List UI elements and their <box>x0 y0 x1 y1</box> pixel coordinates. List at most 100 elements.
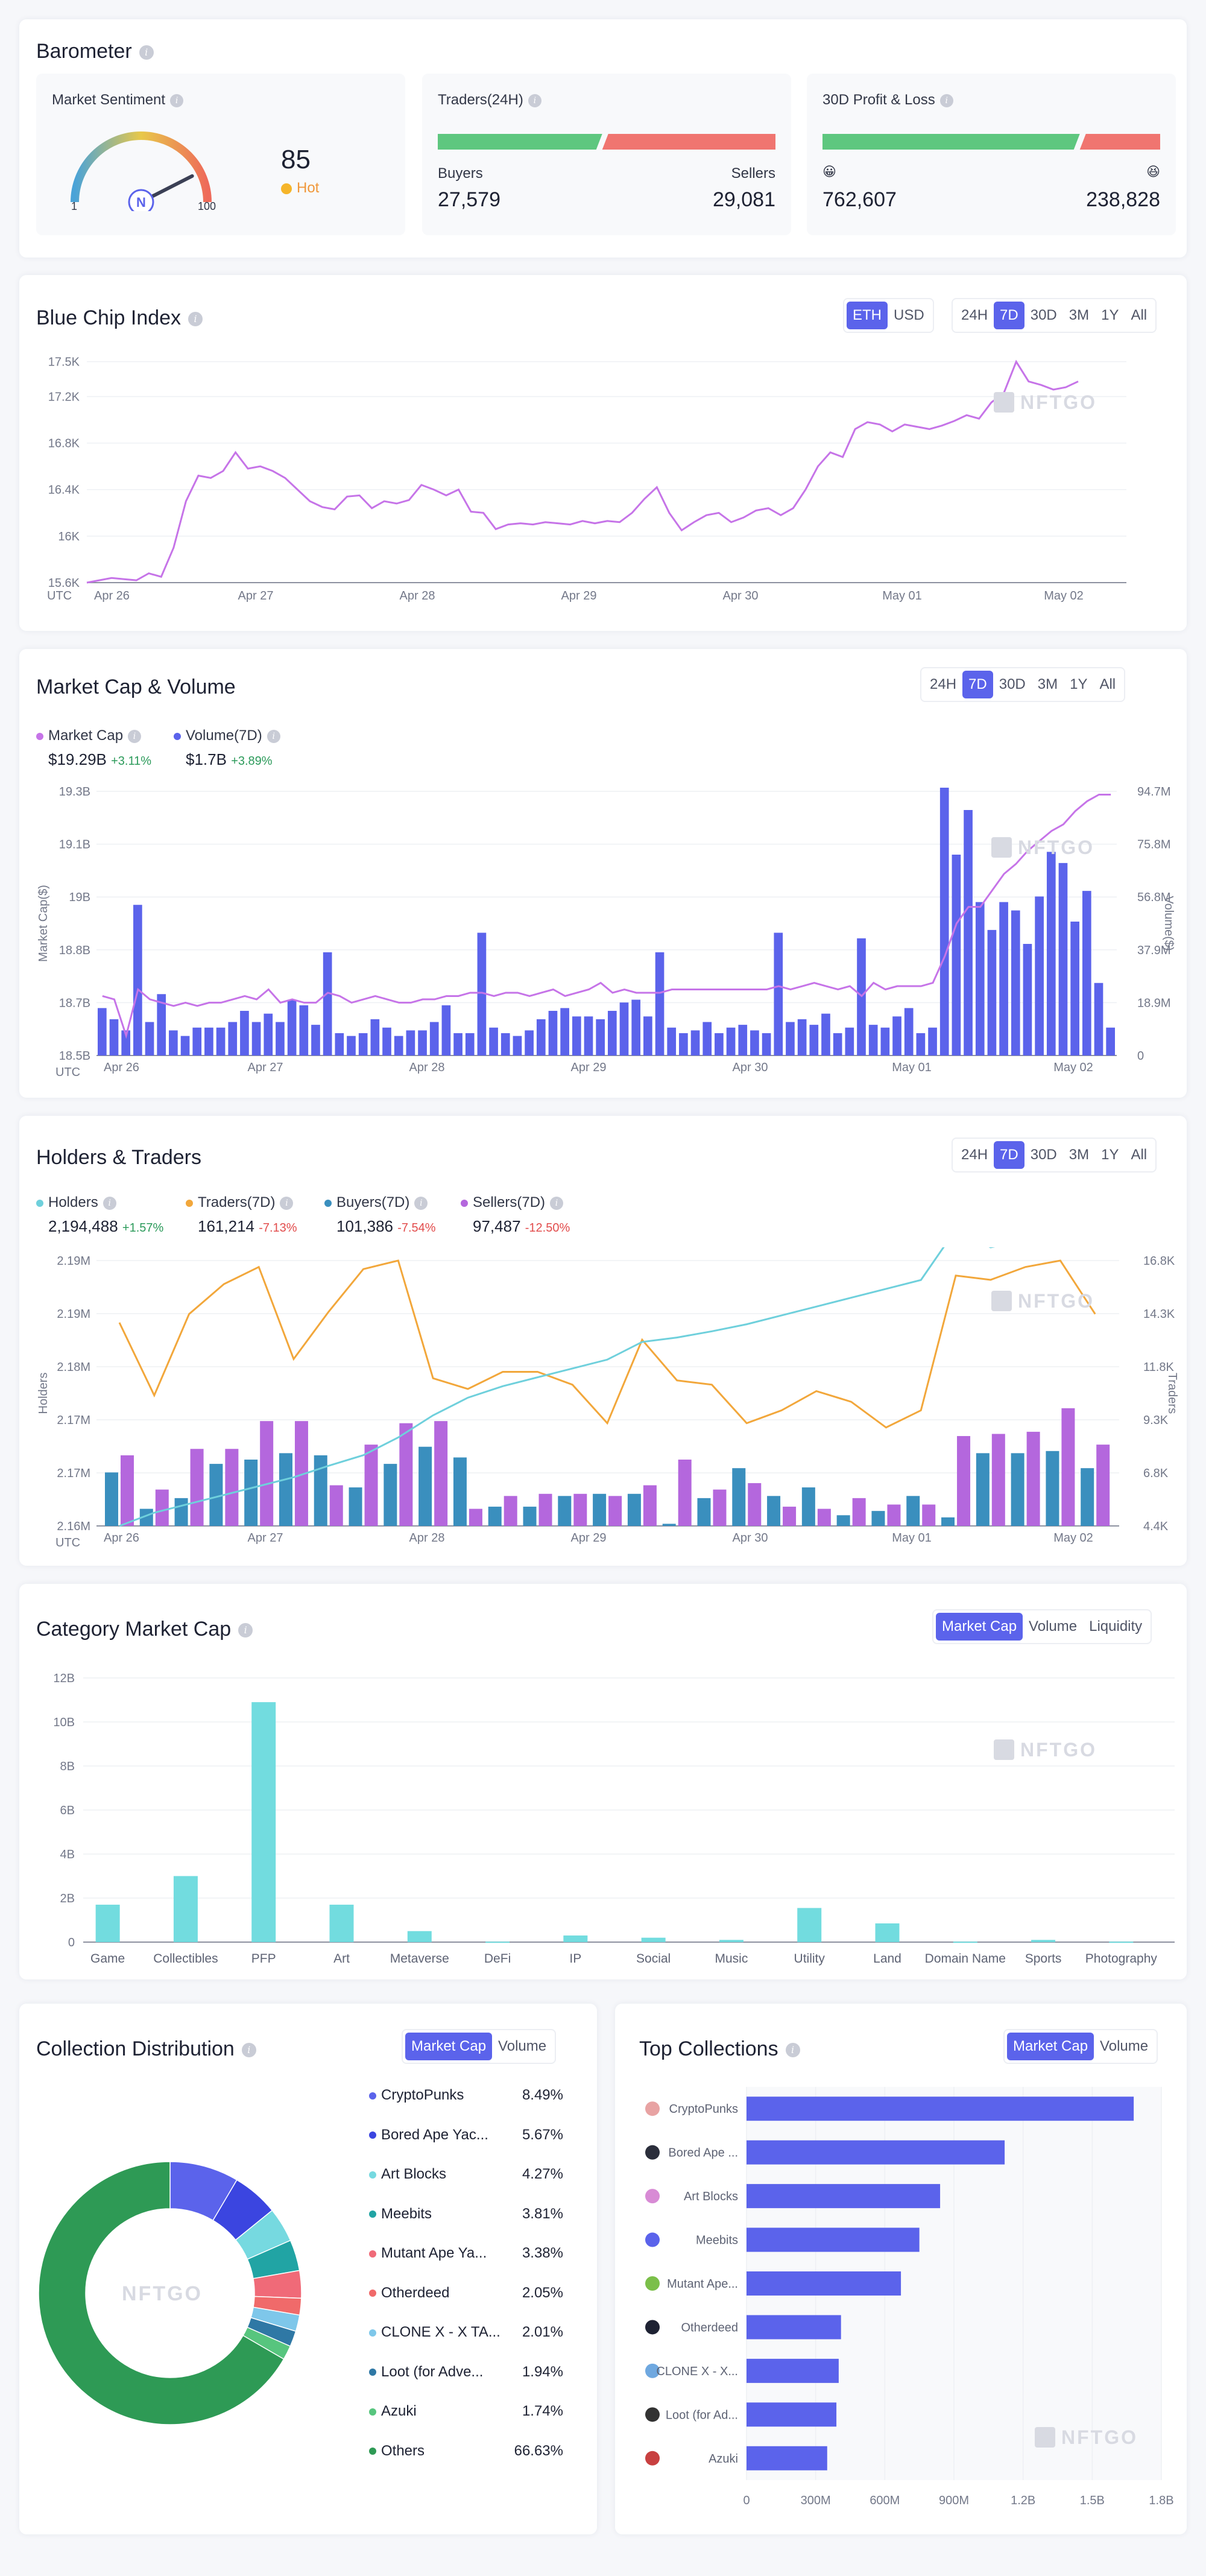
volume-bar <box>797 1019 807 1055</box>
category-card: Category Market Cap i Market Cap Volume Liq… <box>19 1584 1187 1979</box>
legend-traders-7d-[interactable]: Traders(7D) i <box>186 1194 294 1211</box>
distribution-legend-item[interactable]: CLONE X - X TA... <box>369 2324 500 2341</box>
legend-volume-7d-[interactable]: Volume(7D) i <box>174 727 280 744</box>
tick-label: 15.6K <box>48 577 80 590</box>
top-tab-market-cap[interactable]: Market Cap <box>1007 2033 1094 2060</box>
legend-change: +3.89% <box>231 755 273 768</box>
mcap-range-tab-3m[interactable]: 3M <box>1037 676 1058 692</box>
info-icon[interactable]: i <box>267 729 280 743</box>
tick-label: Apr 29 <box>571 1531 607 1545</box>
buyers-bar <box>418 1446 432 1526</box>
legend-label: CryptoPunks <box>381 2087 464 2103</box>
info-icon[interactable]: i <box>280 1196 294 1210</box>
tick-label: 18.9M <box>1137 996 1171 1010</box>
distribution-tab-market-cap[interactable]: Market Cap <box>405 2033 493 2060</box>
legend-sellers-7d-[interactable]: Sellers(7D) i <box>461 1194 564 1211</box>
sellers-bar <box>852 1498 866 1526</box>
tick-label: 2.19M <box>57 1308 90 1321</box>
bluechip-range-tab-all[interactable]: All <box>1131 307 1148 323</box>
currency-tab-eth[interactable]: ETH <box>847 302 888 329</box>
info-icon[interactable]: i <box>785 2043 800 2058</box>
currency-tab-usd[interactable]: USD <box>894 307 924 323</box>
legend-holders[interactable]: Holders i <box>36 1194 116 1211</box>
distribution-legend-item[interactable]: Loot (for Adve... <box>369 2364 483 2381</box>
info-icon[interactable]: i <box>170 93 184 107</box>
volume-bar <box>453 1033 463 1055</box>
tick-label: 16K <box>58 530 80 543</box>
info-icon[interactable]: i <box>103 1196 116 1210</box>
category-bar <box>1031 1940 1056 1942</box>
mcap-range-tab-24h[interactable]: 24H <box>930 676 957 692</box>
volume-bar <box>1070 921 1079 1055</box>
distribution-legend-item[interactable]: Others <box>369 2443 425 2460</box>
info-icon[interactable]: i <box>188 312 203 327</box>
holders-range-tab-1y[interactable]: 1Y <box>1101 1147 1119 1163</box>
holders-card: Holders & Traders 24H 7D 30D 3M 1Y All 2.19M 1… <box>19 1116 1187 1566</box>
category-tab-liquidity[interactable]: Liquidity <box>1089 1618 1143 1635</box>
bluechip-card: Blue Chip Index i ETH USD 24H 7D 30D 3M 1Y All … <box>19 275 1187 631</box>
distribution-legend-item[interactable]: Azuki <box>369 2403 417 2420</box>
volume-bar <box>109 1019 119 1055</box>
loss-emoji-icon: 😆 <box>1146 164 1160 179</box>
bluechip-range-tab-7d[interactable]: 7D <box>994 302 1024 329</box>
distribution-tab-volume[interactable]: Volume <box>498 2038 547 2054</box>
mcap-range-tab-all[interactable]: All <box>1099 676 1116 692</box>
info-icon[interactable]: i <box>528 93 541 107</box>
info-icon[interactable]: i <box>550 1196 564 1210</box>
distribution-legend-item[interactable]: Bored Ape Yac... <box>369 2127 488 2144</box>
volume-bar <box>1023 943 1032 1055</box>
bluechip-range-tab-3m[interactable]: 3M <box>1069 307 1090 323</box>
tick-label: 94.7M <box>1137 785 1171 799</box>
distribution-legend-item[interactable]: Mutant Ape Ya... <box>369 2245 487 2262</box>
category-tab-market-cap[interactable]: Market Cap <box>936 1613 1023 1641</box>
bluechip-range-tab-24h[interactable]: 24H <box>961 307 988 323</box>
distribution-legend-item[interactable]: Meebits <box>369 2206 432 2223</box>
info-icon[interactable]: i <box>414 1196 428 1210</box>
volume-bar <box>299 1005 309 1055</box>
mcap-range-tab-7d[interactable]: 7D <box>962 671 993 698</box>
info-icon[interactable]: i <box>139 45 154 60</box>
holders-range-tab-3m[interactable]: 3M <box>1069 1147 1090 1163</box>
volume-bar <box>335 1033 344 1055</box>
sellers-bar <box>991 1434 1005 1526</box>
info-icon[interactable]: i <box>128 729 142 743</box>
info-icon[interactable]: i <box>241 2043 256 2058</box>
collection-avatar-icon <box>645 2320 660 2335</box>
bluechip-range-tab-30d[interactable]: 30D <box>1030 307 1057 323</box>
distribution-legend-item[interactable]: CryptoPunks <box>369 2087 464 2104</box>
tick-label: 37.9M <box>1137 944 1171 957</box>
bluechip-title: Blue Chip Index i <box>36 306 203 330</box>
info-icon[interactable]: i <box>238 1623 253 1638</box>
tick-label: 18.8B <box>59 944 90 957</box>
currency-tabs: ETH USD <box>843 298 934 333</box>
mcap-range-tab-30d[interactable]: 30D <box>999 676 1026 692</box>
holders-range-tab-7d[interactable]: 7D <box>994 1141 1024 1169</box>
collection-avatar-icon <box>645 2189 660 2204</box>
buyers-bar <box>871 1511 885 1526</box>
collection-bar <box>747 2140 1005 2165</box>
info-icon[interactable]: i <box>939 93 953 107</box>
sellers-bar <box>504 1496 517 1526</box>
holders-range-tab-all[interactable]: All <box>1131 1147 1148 1163</box>
sellers-bar <box>538 1493 552 1526</box>
bluechip-range-tab-1y[interactable]: 1Y <box>1101 307 1119 323</box>
buyers-bar <box>384 1464 397 1526</box>
distribution-legend-item[interactable]: Art Blocks <box>369 2166 446 2183</box>
distribution-legend-item[interactable]: Otherdeed <box>369 2285 449 2302</box>
holders-range-tab-24h[interactable]: 24H <box>961 1147 988 1163</box>
legend-market-cap[interactable]: Market Cap i <box>36 727 142 744</box>
buyers-bar <box>244 1460 258 1526</box>
sellers-bar <box>887 1504 901 1526</box>
mcap-range-tab-1y[interactable]: 1Y <box>1070 676 1088 692</box>
gauge-logo-icon <box>128 189 154 211</box>
y-axis-right-label: Traders <box>1166 1373 1179 1414</box>
holders-range-tab-30d[interactable]: 30D <box>1030 1147 1057 1163</box>
category-tab-volume[interactable]: Volume <box>1029 1618 1078 1635</box>
buyers-bar <box>209 1464 223 1526</box>
category-chart: 12B 10B 8B 6B 4B 2B 0 Game Collectibles PFP Art Met… <box>53 1672 1175 1966</box>
collection-avatar-icon <box>645 2407 660 2422</box>
top-tab-volume[interactable]: Volume <box>1100 2038 1149 2054</box>
sellers-bar <box>469 1508 482 1526</box>
legend-buyers-7d-[interactable]: Buyers(7D) i <box>324 1194 428 1211</box>
